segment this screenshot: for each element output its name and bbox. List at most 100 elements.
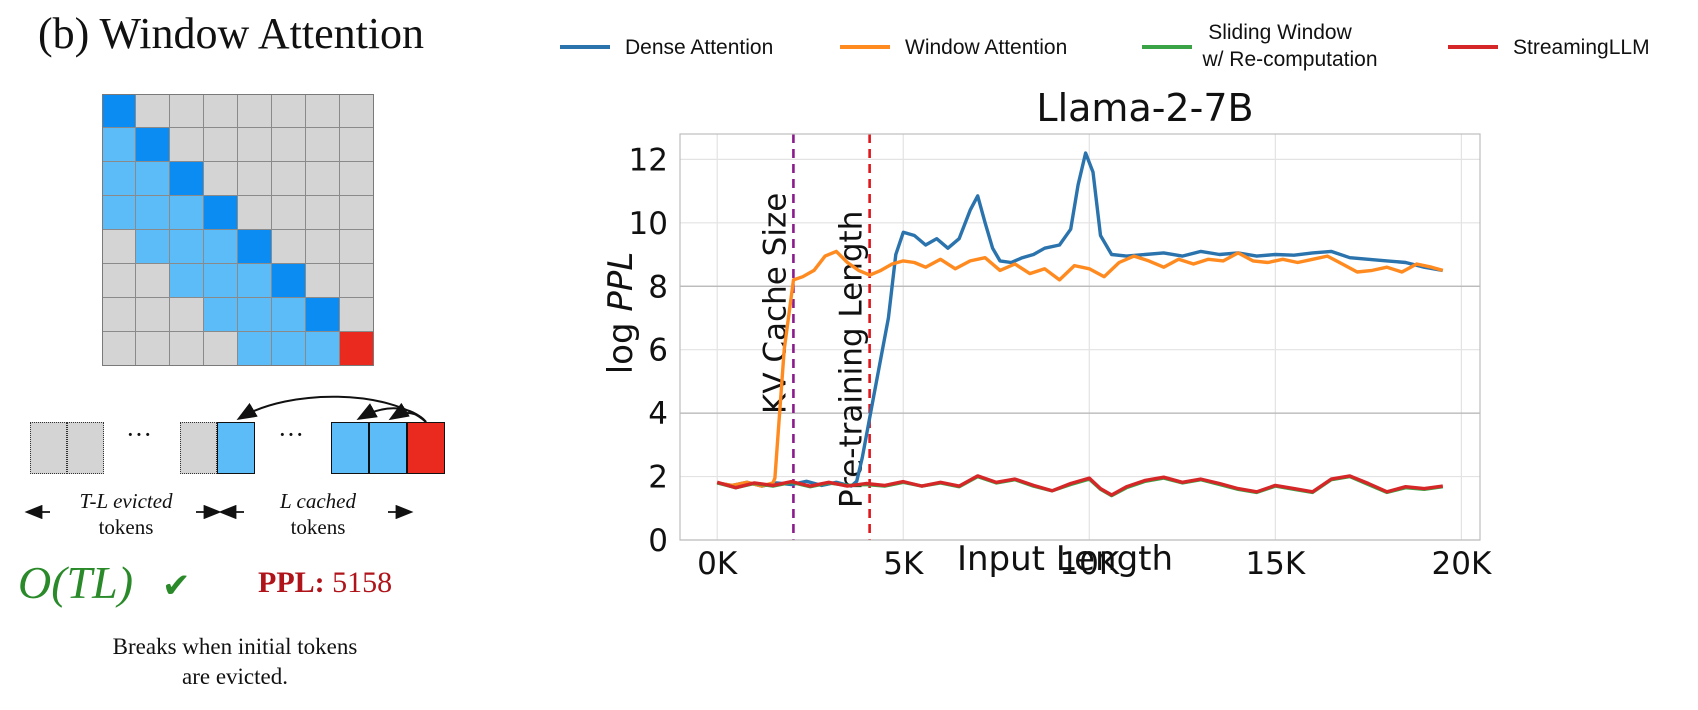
cached-ellipsis: ··· [278,420,304,449]
x-tick-label: 0K [697,546,738,582]
check-icon: ✔ [162,566,191,606]
attention-cell [170,196,204,230]
attention-cell [102,162,136,196]
complexity-label: O(TL) [18,557,134,608]
attention-cell [272,196,306,230]
evicted-token-box [67,422,104,474]
attention-cell [204,94,238,128]
attention-cell [272,264,306,298]
attention-cell [306,332,340,366]
attention-cell [204,332,238,366]
y-tick-label: 4 [648,396,668,432]
attention-cell [136,264,170,298]
attention-cell [272,94,306,128]
attention-cell [170,332,204,366]
attention-cell [306,230,340,264]
x-tick-label: 20K [1432,546,1492,582]
attention-cell [340,230,374,264]
attention-cell [204,264,238,298]
attention-cell [272,230,306,264]
attention-cell [170,264,204,298]
evicted-caption: T-L evicted tokens [56,488,196,540]
attention-cell [102,264,136,298]
series-line-0 [716,151,1444,488]
attention-cell [136,298,170,332]
attention-cell [136,196,170,230]
attention-cell [306,94,340,128]
attention-cell [238,298,272,332]
attention-cell [204,196,238,230]
panel-note-line1: Breaks when initial tokens [112,634,358,659]
attention-cell [170,162,204,196]
attention-cell [306,196,340,230]
attention-cell [170,94,204,128]
cached-caption: L cached tokens [250,488,386,540]
x-tick-label: 15K [1245,546,1305,582]
legend-label-line1: Sliding Window [1208,21,1352,44]
attention-cell [306,298,340,332]
attention-cell [102,298,136,332]
panel-note-line2: are evicted. [182,664,288,689]
attention-cell [340,94,374,128]
attention-cell [204,128,238,162]
y-axis-label-ppl: PPL [601,252,641,312]
panel-title: (b) Window Attention [38,9,425,58]
attention-cell [306,128,340,162]
attention-cell [136,162,170,196]
cached-token-box [369,422,407,474]
attention-cell [238,196,272,230]
legend: Dense Attention Window Attention Sliding… [560,21,1650,71]
attention-cell [272,162,306,196]
attention-cell [306,264,340,298]
attention-cell [238,230,272,264]
attention-cell [102,230,136,264]
y-tick-label: 6 [648,333,668,369]
x-tick-labels: 0K 5K 10K 15K 20K [697,546,1492,582]
attention-cell [136,128,170,162]
x-tick-label: 5K [883,546,924,582]
plot-frame [679,133,1481,541]
x-tick-label: 10K [1059,546,1119,582]
attention-cell [102,332,136,366]
y-tick-label: 2 [648,460,668,496]
attention-cell [102,196,136,230]
series-lines [716,151,1444,498]
attention-cell [340,298,374,332]
evicted-caption-line2: tokens [98,515,154,539]
y-axis-label: log PPL [601,252,641,375]
cached-caption-line2: tokens [290,515,346,539]
cached-token-box [217,422,255,474]
y-tick-label: 8 [648,269,668,305]
ppl-line-chart: Dense Attention Window Attention Sliding… [560,21,1650,582]
y-tick-labels: 0 2 4 6 8 10 12 [629,142,668,559]
series-line-3 [716,474,1444,497]
y-axis-label-prefix: log [601,312,641,375]
y-tick-label: 0 [648,523,668,559]
vline-label-0: KV Cache Size [757,193,793,414]
legend-label: Dense Attention [625,36,773,59]
attention-cell [272,332,306,366]
evicted-caption-line1: T-L evicted [79,489,173,513]
chart-title: Llama-2-7B [1036,86,1253,130]
attention-cell [238,128,272,162]
attention-cell [204,230,238,264]
attention-cell [238,162,272,196]
attention-cell [272,298,306,332]
current-token-box [407,422,445,474]
ppl-readout: PPL: 5158 [258,566,392,600]
panel-note: Breaks when initial tokens are evicted. [40,632,430,692]
y-tick-label: 10 [629,206,668,242]
legend-label: Window Attention [905,36,1067,59]
cached-caption-line1: L cached [279,489,356,513]
ppl-value: 5158 [332,566,393,599]
window-attention-panel: (b) Window Attention ··· ··· T-L evicted… [0,0,480,710]
y-tick-label: 12 [629,142,668,178]
evicted-token-box [180,422,217,474]
attention-cell [170,128,204,162]
series-line-1 [716,249,1444,488]
legend-item-sliding-window: Sliding Window w/ Re-computation [1142,21,1378,71]
attention-cell [136,94,170,128]
attention-cell [136,230,170,264]
ppl-label: PPL: [258,566,325,599]
legend-item-streamingllm: StreamingLLM [1448,36,1650,59]
